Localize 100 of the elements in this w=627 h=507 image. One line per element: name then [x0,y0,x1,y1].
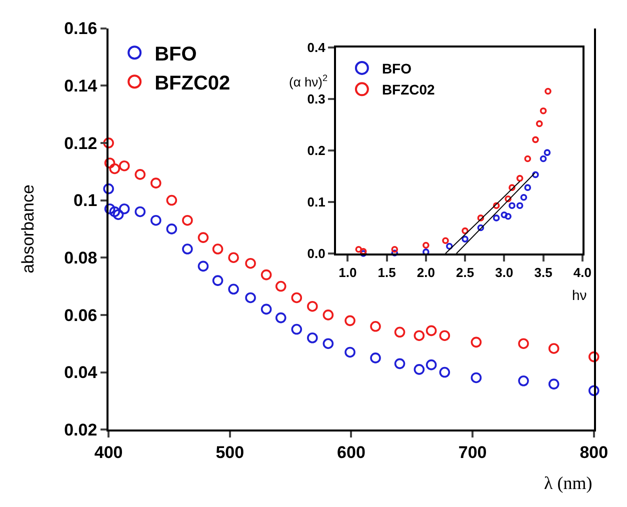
x-tick-label: 1.0 [338,265,357,280]
point [109,163,120,174]
x-tick-label: 2.5 [456,265,474,280]
point [588,351,600,362]
point [355,246,362,253]
point [426,325,437,336]
point [414,330,425,341]
legend-label: BFZC02 [382,82,436,98]
x-tick-label: 3.0 [495,265,514,280]
point [104,158,116,168]
point [544,149,551,156]
point [166,224,178,234]
point [588,385,600,396]
x-tick-label: 600 [337,443,366,462]
point [492,214,500,222]
legend-label: BFO [154,43,197,66]
point [260,269,272,280]
point [536,120,543,128]
point [344,346,356,358]
point [532,136,539,144]
x-tick-label: 3.5 [534,265,552,280]
point [150,214,162,226]
point [516,202,524,209]
point [442,237,449,244]
point [104,203,116,214]
point [228,252,239,264]
point [439,330,450,341]
point [439,366,450,378]
point [109,206,120,218]
point [307,300,318,312]
point [504,196,512,202]
legend-label: BFO [382,60,412,76]
x-axis-title: λ (nm) [544,473,592,493]
x-tick-label: 4.0 [573,265,592,280]
point [477,214,484,222]
point [426,359,437,370]
y-tick-label: 0.04 [64,363,98,382]
point [524,184,532,191]
x-axis-title: hν [572,287,587,303]
point [291,292,302,304]
y-tick-label: 0.16 [64,19,98,38]
y-axis-title: absorbance [18,184,38,274]
point [103,138,114,148]
point [524,155,532,162]
point [540,155,547,162]
point [540,107,547,114]
y-tick-label: 0.08 [64,248,98,268]
y-tick-label: 0.14 [64,76,98,96]
point [422,242,430,249]
point [470,336,482,348]
x-tick-label: 1.5 [378,265,396,280]
y-tick-label: 0.2 [307,143,326,158]
x-tick-label: 700 [458,443,487,462]
point [462,236,468,242]
point [275,312,286,324]
point [182,214,193,226]
point [166,194,178,206]
point [344,315,356,326]
point [103,183,114,194]
point [508,202,516,209]
x-tick-label: 400 [94,443,123,462]
point [134,169,146,180]
point [516,174,524,182]
point [446,242,453,250]
point [518,375,529,386]
point [544,88,552,95]
y-tick-label: 0.06 [64,306,98,325]
point [182,244,193,254]
point [307,332,318,344]
point [470,372,482,384]
x-tick-label: 800 [580,443,608,462]
point [504,213,512,220]
legend-label: BFZC02 [154,72,230,94]
point [548,378,560,390]
point [322,310,334,320]
y-axis-title: (α hν)$^{2}$ [289,73,328,90]
point [500,211,508,218]
point [532,171,539,178]
point [228,284,239,295]
point [322,338,334,350]
point [212,275,224,286]
point [291,324,302,335]
point [112,209,124,220]
point [492,202,500,209]
point [275,280,286,292]
point [198,260,209,272]
point [245,258,256,269]
point [394,358,406,370]
point [134,206,146,218]
point [462,227,468,234]
point [370,321,381,332]
point [260,304,272,315]
x-tick-label: 500 [216,443,244,462]
point [118,203,130,214]
y-tick-label: 0.1 [307,194,326,210]
point [391,246,398,253]
point [414,364,425,375]
point [370,352,381,364]
y-tick-label: 0.02 [64,420,98,440]
point [394,326,406,338]
